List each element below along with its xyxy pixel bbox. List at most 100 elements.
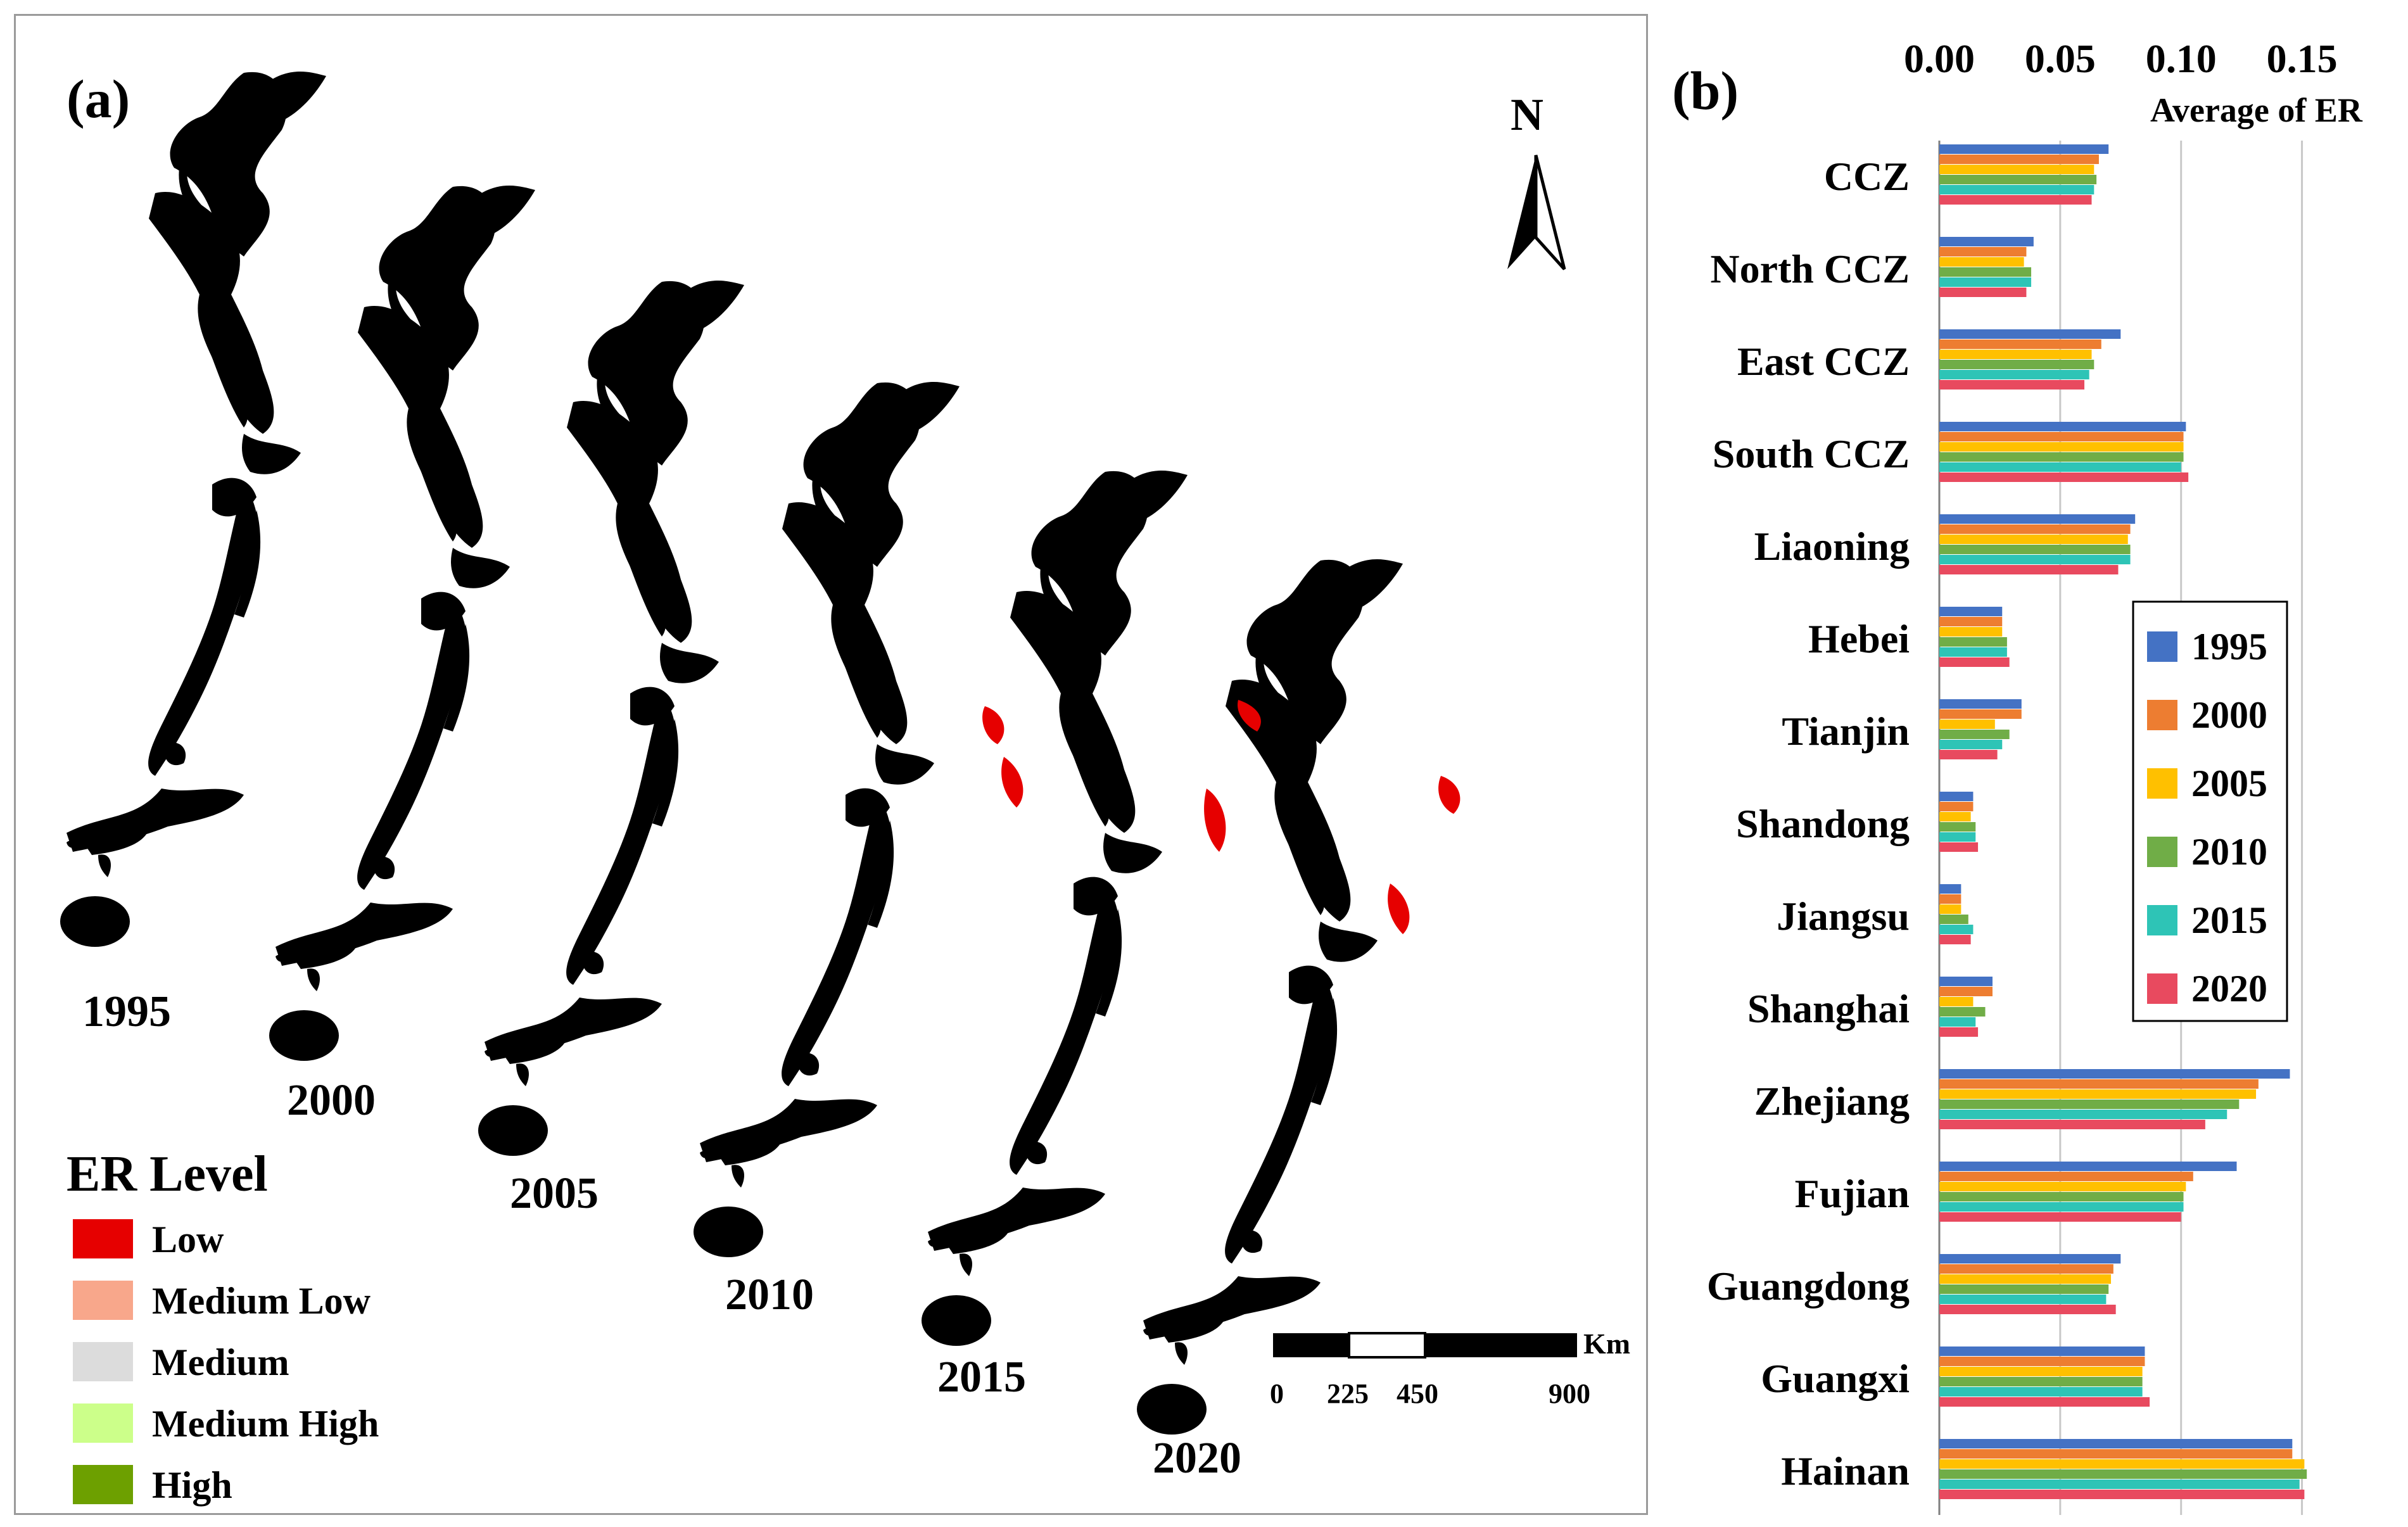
bar-east-ccz-2000	[1939, 339, 2101, 349]
category-label-8: Jiangsu	[1777, 894, 1910, 939]
legend-swatch-1995	[2147, 631, 2177, 662]
bar-south-ccz-2015	[1939, 462, 2181, 472]
x-tick-label-0: 0.00	[1904, 36, 1975, 81]
legend-swatch-4	[73, 1465, 133, 1504]
bar-liaoning-2020	[1939, 565, 2119, 574]
bar-hainan-2000	[1939, 1449, 2293, 1459]
bar-guangxi-1995	[1939, 1346, 2145, 1356]
bar-ccz-2005	[1939, 165, 2094, 174]
legend-label-1: Medium Low	[152, 1280, 371, 1322]
map-year-label-2010: 2010	[725, 1270, 814, 1319]
panel-b-chart: (b) Average of ER 0.00 0.05 0.10 0.15 CCZ No…	[1659, 14, 2400, 1527]
bar-fujian-1995	[1939, 1162, 2237, 1171]
bar-tianjin-1995	[1939, 699, 2022, 709]
legend-swatch-2015	[2147, 905, 2177, 935]
map-2010	[694, 382, 960, 1258]
bar-jiangsu-2020	[1939, 935, 1971, 944]
bar-south-ccz-2005	[1939, 442, 2184, 452]
category-label-13: Guangxi	[1761, 1356, 1910, 1401]
bar-hainan-2015	[1939, 1479, 2300, 1489]
bar-north-ccz-2000	[1939, 247, 2027, 257]
bar-hainan-1995	[1939, 1439, 2293, 1448]
legend-swatch-2010	[2147, 837, 2177, 867]
bar-ccz-2010	[1939, 175, 2097, 184]
bar-hainan-2010	[1939, 1469, 2307, 1479]
bar-fujian-2000	[1939, 1172, 2193, 1181]
bar-jiangsu-1995	[1939, 884, 1961, 894]
bar-guangdong-2020	[1939, 1305, 2116, 1314]
map-year-label-2000: 2000	[287, 1076, 376, 1125]
bar-jiangsu-2005	[1939, 904, 1961, 914]
bar-guangxi-2015	[1939, 1387, 2143, 1397]
scale-bar: Km 0 225 450 900	[1270, 1327, 1630, 1409]
bar-zhejiang-2010	[1939, 1099, 2240, 1109]
er-level-legend: ER Level Low Medium Low Medium Medium High H…	[67, 1146, 379, 1506]
bar-guangdong-2000	[1939, 1264, 2113, 1274]
bar-shandong-2015	[1939, 832, 1976, 842]
legend-label-2010: 2010	[2191, 831, 2267, 873]
bar-shanghai-2000	[1939, 987, 1993, 996]
legend-swatch-0	[73, 1219, 133, 1258]
map-year-label-2015: 2015	[937, 1353, 1026, 1402]
bar-guangxi-2005	[1939, 1367, 2143, 1376]
x-tick-label-3: 0.15	[2267, 36, 2338, 81]
map-canvas: .y1995 .z-lo { fill:#e60000 } .y1995 .z-…	[60, 68, 1630, 1506]
legend-swatch-3	[73, 1403, 133, 1443]
bar-fujian-2020	[1939, 1212, 2181, 1222]
bar-tianjin-2005	[1939, 719, 1995, 729]
bar-east-ccz-2010	[1939, 360, 2094, 369]
map-year-label-1995: 1995	[82, 987, 171, 1036]
scale-unit: Km	[1583, 1327, 1630, 1360]
legend-title: ER Level	[67, 1146, 268, 1202]
bar-hebei-2015	[1939, 647, 2007, 657]
map-2000	[269, 186, 535, 1061]
x-ticks: 0.00 0.05 0.10 0.15	[1904, 36, 2338, 81]
map-1995	[60, 72, 326, 947]
legend-box	[2132, 600, 2288, 1022]
north-label: N	[1511, 89, 1543, 140]
legend-label-2015: 2015	[2191, 899, 2267, 941]
bar-ccz-1995	[1939, 144, 2109, 154]
legend-label-4: High	[152, 1464, 232, 1506]
legend-label-2: Medium	[152, 1341, 289, 1383]
category-label-6: Tianjin	[1782, 709, 1910, 754]
bar-jiangsu-2015	[1939, 925, 1974, 934]
map-year-label-2020: 2020	[1153, 1434, 1241, 1483]
legend-swatch-2000	[2147, 700, 2177, 730]
bar-guangxi-2000	[1939, 1357, 2145, 1366]
bar-east-ccz-2005	[1939, 350, 2092, 359]
category-label-11: Fujian	[1795, 1171, 1910, 1216]
bar-south-ccz-1995	[1939, 422, 2186, 431]
bar-guangdong-2005	[1939, 1274, 2112, 1284]
bar-liaoning-2010	[1939, 545, 2131, 554]
category-label-3: South CCZ	[1713, 431, 1910, 476]
legend-label-0: Low	[152, 1219, 224, 1260]
bar-guangdong-2010	[1939, 1284, 2109, 1294]
category-labels: CCZ North CCZ East CCZ South CCZ Liaoning Heb…	[1707, 154, 1910, 1493]
category-label-5: Hebei	[1808, 616, 1910, 661]
bar-shanghai-1995	[1939, 977, 1993, 986]
bar-zhejiang-2000	[1939, 1079, 2259, 1089]
bar-liaoning-2005	[1939, 535, 2128, 544]
category-label-9: Shanghai	[1747, 986, 1910, 1031]
bar-south-ccz-2020	[1939, 472, 2189, 482]
map-2020	[1137, 559, 1403, 1435]
scale-tick-225: 225	[1327, 1378, 1369, 1409]
bar-zhejiang-2005	[1939, 1089, 2257, 1099]
bar-jiangsu-2000	[1939, 894, 1961, 904]
bar-east-ccz-2015	[1939, 370, 2089, 379]
bar-ccz-2015	[1939, 185, 2094, 194]
bars	[1939, 144, 2307, 1499]
bar-north-ccz-1995	[1939, 237, 2034, 246]
category-label-14: Hainan	[1781, 1448, 1910, 1493]
bar-chart: (b) Average of ER 0.00 0.05 0.10 0.15 CCZ No…	[1672, 36, 2363, 1527]
bar-tianjin-2010	[1939, 730, 2010, 739]
bar-shandong-2020	[1939, 842, 1979, 852]
bar-liaoning-2015	[1939, 555, 2131, 564]
bar-tianjin-2000	[1939, 709, 2022, 719]
map-2005	[478, 281, 744, 1156]
category-label-1: North CCZ	[1710, 246, 1910, 291]
bar-hainan-2005	[1939, 1459, 2305, 1469]
bar-shandong-2010	[1939, 822, 1976, 832]
category-label-10: Zhejiang	[1754, 1079, 1910, 1124]
